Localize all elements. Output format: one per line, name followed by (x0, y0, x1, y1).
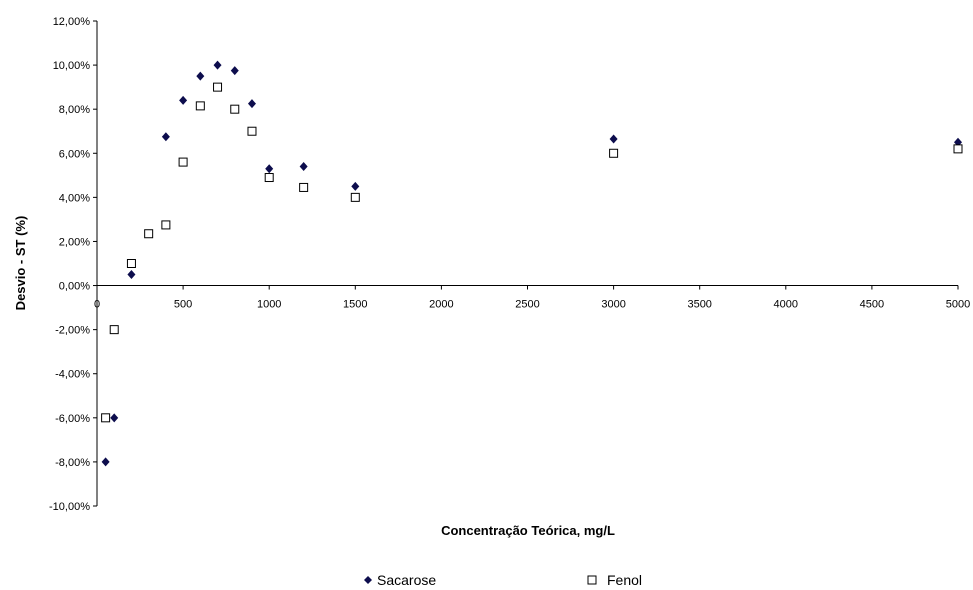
x-tick-label: 2000 (429, 299, 453, 311)
y-tick-label: -4,00% (55, 369, 90, 381)
x-tick-label: 4000 (774, 299, 798, 311)
legend-entry-fenol: Fenol (587, 572, 642, 588)
y-tick-label: -6,00% (55, 413, 90, 425)
y-tick-label: -10,00% (49, 501, 90, 513)
y-tick-label: 4,00% (59, 192, 90, 204)
point-sacarose (299, 162, 308, 171)
y-tick-label: 12,00% (53, 16, 91, 28)
point-sacarose (213, 60, 222, 70)
point-fenol (953, 144, 963, 154)
point-fenol (161, 220, 171, 230)
point-sacarose (196, 71, 205, 81)
point-fenol (264, 173, 274, 183)
point-fenol (230, 104, 240, 114)
y-tick-label: -8,00% (55, 457, 90, 469)
point-sacarose (101, 457, 110, 467)
point-sacarose (609, 134, 618, 144)
point-fenol (609, 148, 619, 158)
point-sacarose (247, 99, 256, 109)
y-tick-label: 6,00% (59, 148, 90, 160)
legend-marker-sacarose (364, 576, 372, 584)
point-fenol (126, 259, 136, 268)
y-axis-ticks: -10,00% -8,00% -6,00% -4,00% -2,00% 0,00% 2,00… (49, 16, 97, 513)
x-axis-ticks: 0500100015002000250030003500400045005000 (94, 285, 970, 311)
point-fenol (299, 182, 309, 192)
y-tick-label: -2,00% (55, 325, 90, 337)
x-tick-label: 3000 (601, 299, 625, 311)
x-axis-title: Concentração Teórica, mg/L (441, 523, 615, 538)
point-sacarose (179, 95, 188, 105)
legend-label-fenol: Fenol (607, 572, 642, 588)
legend: Sacarose Fenol (364, 572, 642, 588)
x-tick-label: 4500 (860, 299, 884, 311)
x-tick-label: 5000 (946, 299, 970, 311)
data-points (101, 60, 963, 467)
point-fenol (247, 126, 257, 136)
y-tick-label: 2,00% (59, 236, 90, 248)
point-fenol (213, 82, 223, 92)
y-tick-label: 8,00% (59, 104, 90, 116)
point-sacarose (110, 413, 119, 423)
point-fenol (178, 157, 188, 167)
legend-entry-sacarose: Sacarose (364, 572, 436, 588)
point-sacarose (127, 270, 136, 280)
point-sacarose (351, 181, 360, 191)
point-fenol (350, 192, 360, 202)
point-fenol (109, 325, 119, 335)
x-tick-label: 2500 (515, 299, 539, 311)
x-tick-label: 1000 (257, 299, 281, 311)
legend-label-sacarose: Sacarose (377, 572, 436, 588)
point-fenol (101, 413, 111, 423)
y-axis-title: Desvio - ST (%) (13, 216, 28, 311)
x-tick-label: 1500 (343, 299, 367, 311)
point-fenol (195, 101, 205, 111)
x-tick-label: 3500 (687, 299, 711, 311)
point-sacarose (230, 66, 239, 76)
x-tick-label: 500 (174, 299, 192, 311)
y-tick-label: 10,00% (53, 60, 91, 72)
point-fenol (144, 229, 154, 239)
point-sacarose (265, 164, 274, 174)
legend-marker-fenol (587, 575, 597, 585)
point-sacarose (161, 132, 170, 142)
y-tick-label: 0,00% (59, 281, 90, 293)
